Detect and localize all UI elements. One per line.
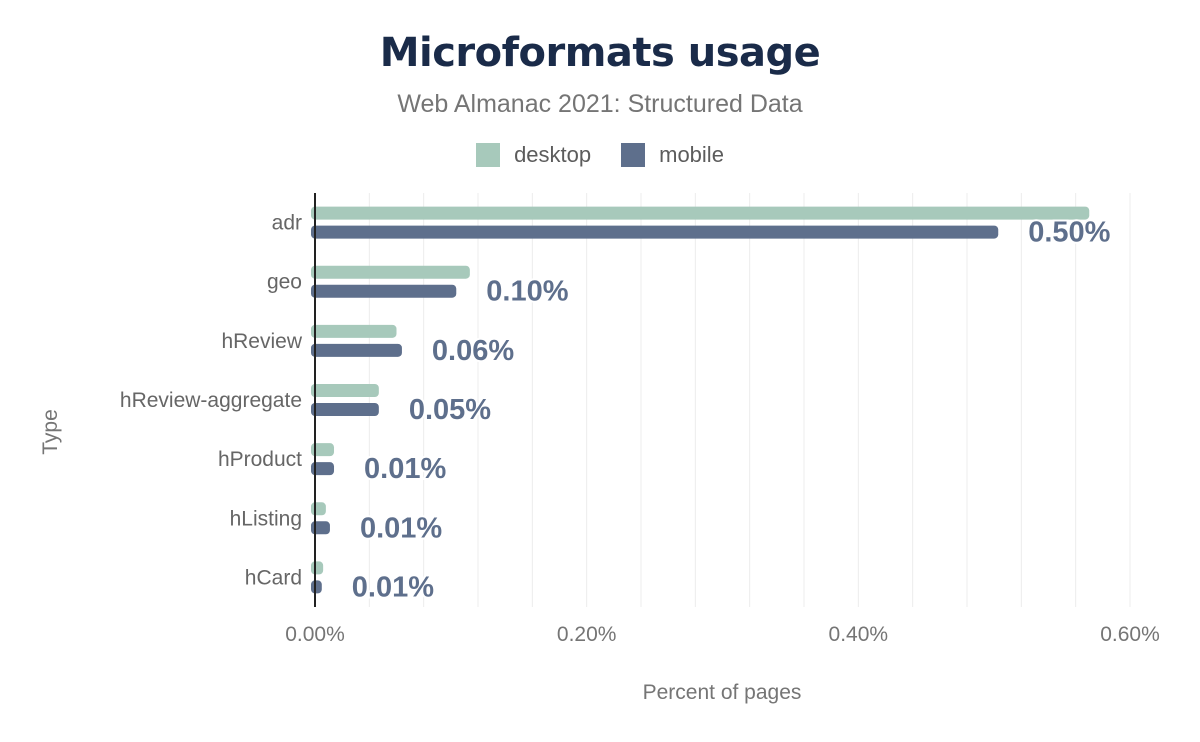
- bar-mobile: [311, 580, 322, 594]
- data-label: 0.01%: [352, 571, 434, 603]
- bar-mobile: [311, 521, 330, 535]
- legend: desktop mobile: [0, 142, 1200, 168]
- chart-title: Microformats usage: [379, 30, 821, 76]
- x-axis-title: Percent of pages: [643, 681, 802, 704]
- bar-desktop: [311, 265, 470, 279]
- data-label: 0.06%: [432, 335, 514, 367]
- y-tick-label: geo: [267, 271, 302, 294]
- y-axis-title: Type: [39, 409, 62, 455]
- data-label: 0.01%: [360, 512, 442, 544]
- bar-desktop: [311, 384, 379, 397]
- bar-desktop: [311, 324, 397, 338]
- data-label: 0.01%: [364, 453, 446, 485]
- x-tick-label: 0.00%: [285, 623, 345, 646]
- bar-mobile: [311, 284, 457, 298]
- bar-desktop: [311, 206, 1090, 220]
- y-tick-label: hCard: [245, 566, 302, 589]
- data-label: 0.05%: [409, 394, 491, 426]
- x-tick-label: 0.20%: [557, 623, 617, 646]
- bar-desktop: [311, 443, 335, 457]
- bar-mobile: [311, 462, 335, 476]
- legend-swatch-mobile: [621, 143, 646, 167]
- bar-mobile: [311, 225, 999, 239]
- bar-desktop: [311, 502, 326, 516]
- y-tick-label: adr: [272, 212, 302, 235]
- x-tick-label: 0.40%: [829, 623, 889, 646]
- y-tick-label: hListing: [230, 507, 302, 530]
- legend-label-desktop: desktop: [514, 142, 592, 167]
- data-label: 0.10%: [486, 276, 568, 308]
- legend-label-mobile: mobile: [659, 142, 724, 167]
- bar-mobile: [311, 343, 402, 357]
- data-label: 0.50%: [1028, 217, 1110, 249]
- bar-mobile: [311, 403, 379, 416]
- y-tick-label: hReview: [221, 330, 302, 353]
- y-tick-label: hProduct: [218, 448, 302, 471]
- y-tick-label: hReview-aggregate: [120, 389, 302, 412]
- chart-subtitle: Web Almanac 2021: Structured Data: [397, 90, 803, 118]
- legend-item-desktop[interactable]: desktop: [476, 142, 591, 168]
- legend-swatch-desktop: [476, 143, 501, 167]
- bar-desktop: [311, 561, 324, 575]
- legend-item-mobile[interactable]: mobile: [621, 142, 724, 168]
- x-tick-label: 0.60%: [1100, 623, 1160, 646]
